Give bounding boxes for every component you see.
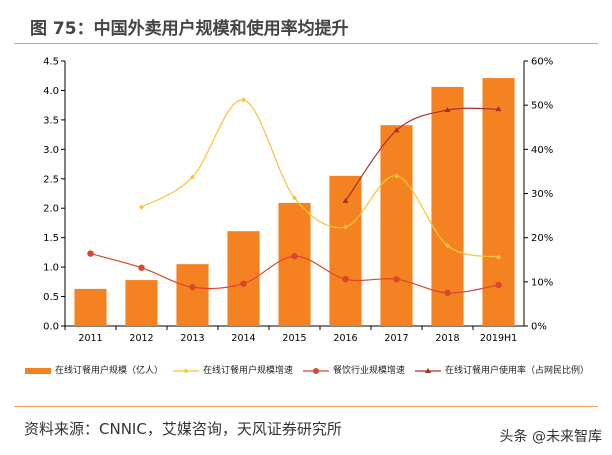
chart: 0.0 0.5 1.0 1.5 2.0 2.5 3.0 3.5 4.0 4.5 0% 10% 20% 30… [43,57,553,345]
x-tick-label: 2011 [78,333,102,344]
x-tick-label: 2013 [180,333,204,344]
data-point [189,283,196,291]
data-point [495,106,502,112]
x-tick-label: 2014 [231,333,255,344]
bar [431,86,464,327]
data-point [240,280,247,287]
watermark: 头条 @未来智库 [499,429,602,445]
left-tick-label: 0.5 [43,292,59,303]
left-tick-label: 1.0 [43,263,59,274]
data-point [342,198,349,204]
data-point [138,264,145,271]
x-tick-label: 2018 [435,333,459,344]
left-tick-label: 2.0 [43,204,59,215]
x-tick-label: 2015 [282,333,306,344]
series-line [141,99,499,258]
x-tick-label: 2016 [333,333,357,344]
data-point [394,173,399,179]
data-point [496,254,501,260]
left-tick-label: 0.0 [43,322,59,333]
legend-label: 在线订餐用户规模增速 [202,366,293,376]
legend-item: 在线订餐用户规模（亿人） [23,363,163,376]
bar [176,264,209,326]
data-point [393,127,400,133]
left-tick-label: 3.5 [43,115,59,126]
legend-label: 在线订餐用户使用率（占网民比例） [445,366,590,376]
data-point [190,174,195,180]
data-point [444,107,451,113]
bar [482,78,515,326]
left-tick-label: 4.5 [43,57,59,68]
right-tick-label: 40% [531,145,553,156]
data-point [343,224,348,230]
bar [125,280,158,326]
data-point [241,97,246,103]
legend-label: 餐饮行业规模增速 [333,366,406,376]
right-tick-label: 10% [531,277,553,288]
bar [74,288,107,326]
data-point [495,281,502,289]
legend-item: 在线订餐用户规模增速 [171,363,293,376]
source-divider [14,406,598,407]
right-tick-label: 0% [531,322,547,333]
right-tick-label: 50% [531,101,553,112]
legend-item: 在线订餐用户使用率（占网民比例） [413,363,589,376]
data-point [342,275,349,283]
right-tick-label: 30% [531,189,553,200]
data-point [291,253,298,260]
data-point [444,289,451,297]
source-note: 资料来源：CNNIC，艾媒咨询，天风证券研究所 [24,420,342,438]
left-tick-label: 4.0 [43,86,59,97]
data-point [445,243,450,249]
x-tick-label: 2017 [384,333,408,344]
right-tick-label: 60% [531,57,553,68]
bar [380,125,413,326]
x-tick-label: 2019H1 [480,333,517,344]
data-point [393,275,400,283]
data-point [87,250,94,257]
title-divider [14,43,598,44]
data-point [292,195,297,201]
data-point [139,204,144,210]
legend: 在线订餐用户规模（亿人） 在线订餐用户规模增速 餐饮行业规模增速 在线订餐用户使用率（… [0,363,612,376]
left-tick-label: 1.5 [43,233,59,244]
left-tick-label: 3.0 [43,145,59,156]
bar [278,202,311,326]
left-tick-label: 2.5 [43,174,59,185]
legend-label: 在线订餐用户规模（亿人） [54,366,163,376]
legend-item: 餐饮行业规模增速 [301,363,405,376]
figure-title: 图 75：中国外卖用户规模和使用率均提升 [30,19,349,39]
right-tick-label: 20% [531,233,553,244]
x-tick-label: 2012 [129,333,153,344]
series-line [345,107,499,202]
